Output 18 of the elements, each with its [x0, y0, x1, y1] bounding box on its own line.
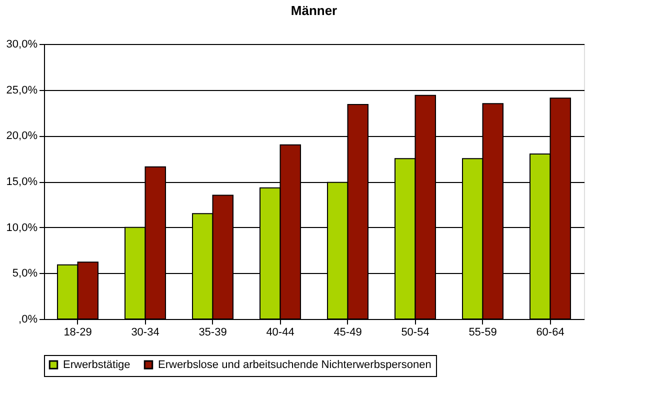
x-tick-label: 55-59	[468, 326, 497, 338]
x-tick-label: 50-54	[401, 326, 430, 338]
y-tick-label: ,0%	[18, 314, 38, 326]
legend-label: Erwerbslose und arbeitsuchende Nichterwerbspersonen	[158, 358, 432, 371]
y-tick-label: 30,0%	[6, 38, 38, 50]
x-tick-label: 30-34	[131, 326, 160, 338]
legend-label: Erwerbstätige	[63, 358, 130, 371]
chart-title: Männer	[290, 3, 338, 18]
x-tick-label: 45-49	[334, 326, 362, 338]
y-tick-label: 25,0%	[6, 84, 38, 96]
x-tick-label: 40-44	[266, 326, 294, 338]
y-tick-label: 15,0%	[6, 176, 38, 188]
y-tick-label: 10,0%	[6, 222, 38, 234]
x-tick-label: 60-64	[536, 326, 564, 338]
y-tick-label: 5,0%	[12, 268, 38, 280]
x-tick-label: 35-39	[198, 326, 227, 338]
x-tick-label: 18-29	[64, 326, 92, 338]
y-tick-label: 20,0%	[6, 130, 38, 142]
